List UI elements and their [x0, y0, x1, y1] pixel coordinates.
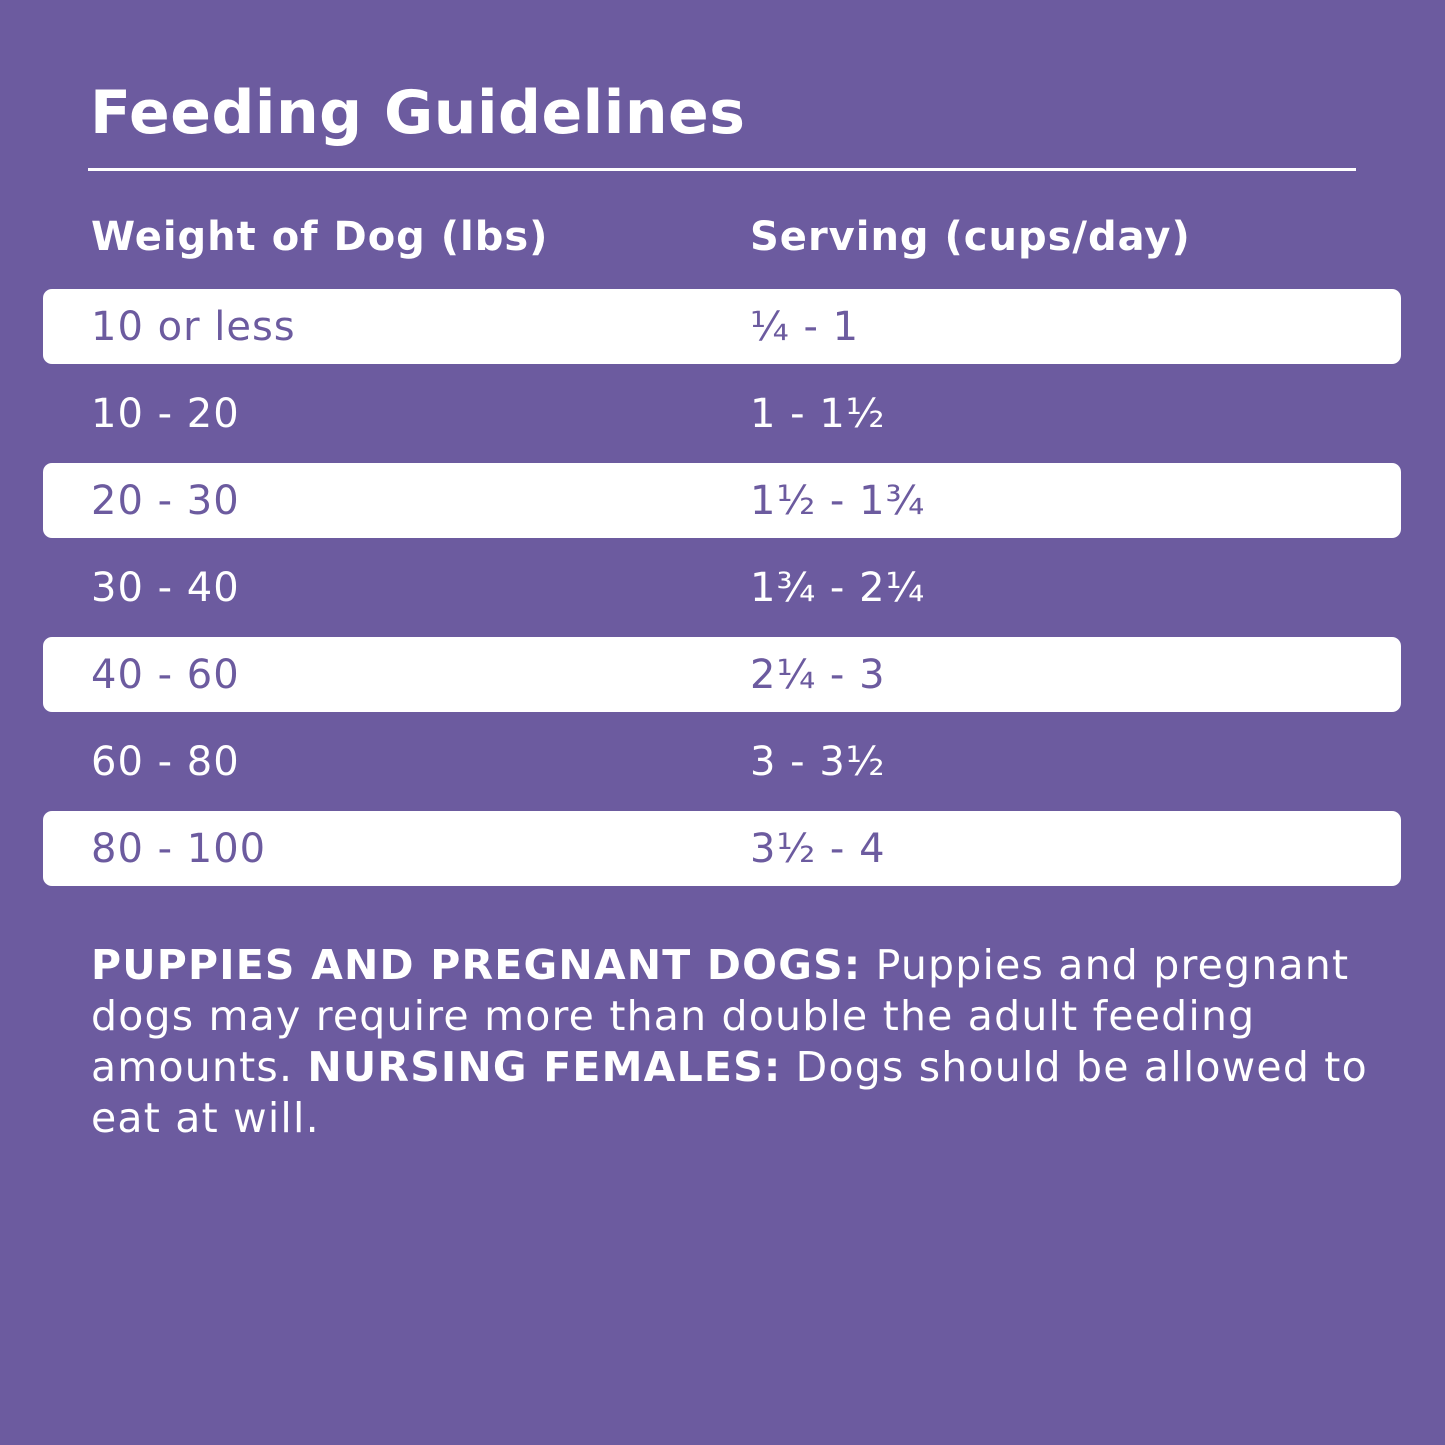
page-title: Feeding Guidelines — [90, 78, 746, 148]
header-serving: Serving (cups/day) — [750, 214, 1191, 260]
title-divider — [88, 168, 1356, 171]
table-row: 20 - 30 1½ - 1¾ — [43, 463, 1401, 538]
note-text-puppies: Puppies and pregnant dogs may require mo… — [91, 941, 1350, 1091]
feeding-note: PUPPIES AND PREGNANT DOGS: Puppies and p… — [91, 940, 1381, 1144]
weight-cell: 10 or less — [91, 304, 296, 350]
serving-cell: 3 - 3½ — [750, 739, 886, 785]
table-row: 30 - 40 1¾ - 2¼ — [43, 550, 1401, 625]
serving-cell: 3½ - 4 — [750, 826, 886, 872]
note-text-nursing: Dogs should be allowed to eat at will. — [91, 1043, 1368, 1142]
serving-cell: ¼ - 1 — [750, 304, 860, 350]
serving-cell: 1¾ - 2¼ — [750, 565, 926, 611]
weight-cell: 20 - 30 — [91, 478, 240, 524]
header-weight: Weight of Dog (lbs) — [91, 214, 549, 260]
table-row: 10 - 20 1 - 1½ — [43, 376, 1401, 451]
weight-cell: 80 - 100 — [91, 826, 267, 872]
weight-cell: 40 - 60 — [91, 652, 240, 698]
table-row: 80 - 100 3½ - 4 — [43, 811, 1401, 886]
serving-cell: 1½ - 1¾ — [750, 478, 926, 524]
weight-cell: 10 - 20 — [91, 391, 240, 437]
weight-cell: 30 - 40 — [91, 565, 240, 611]
table-row: 40 - 60 2¼ - 3 — [43, 637, 1401, 712]
weight-cell: 60 - 80 — [91, 739, 240, 785]
serving-cell: 2¼ - 3 — [750, 652, 886, 698]
note-label-nursing: NURSING FEMALES: — [307, 1043, 782, 1091]
table-row: 60 - 80 3 - 3½ — [43, 724, 1401, 799]
note-label-puppies: PUPPIES AND PREGNANT DOGS: — [91, 941, 862, 989]
serving-cell: 1 - 1½ — [750, 391, 886, 437]
table-row: 10 or less ¼ - 1 — [43, 289, 1401, 364]
